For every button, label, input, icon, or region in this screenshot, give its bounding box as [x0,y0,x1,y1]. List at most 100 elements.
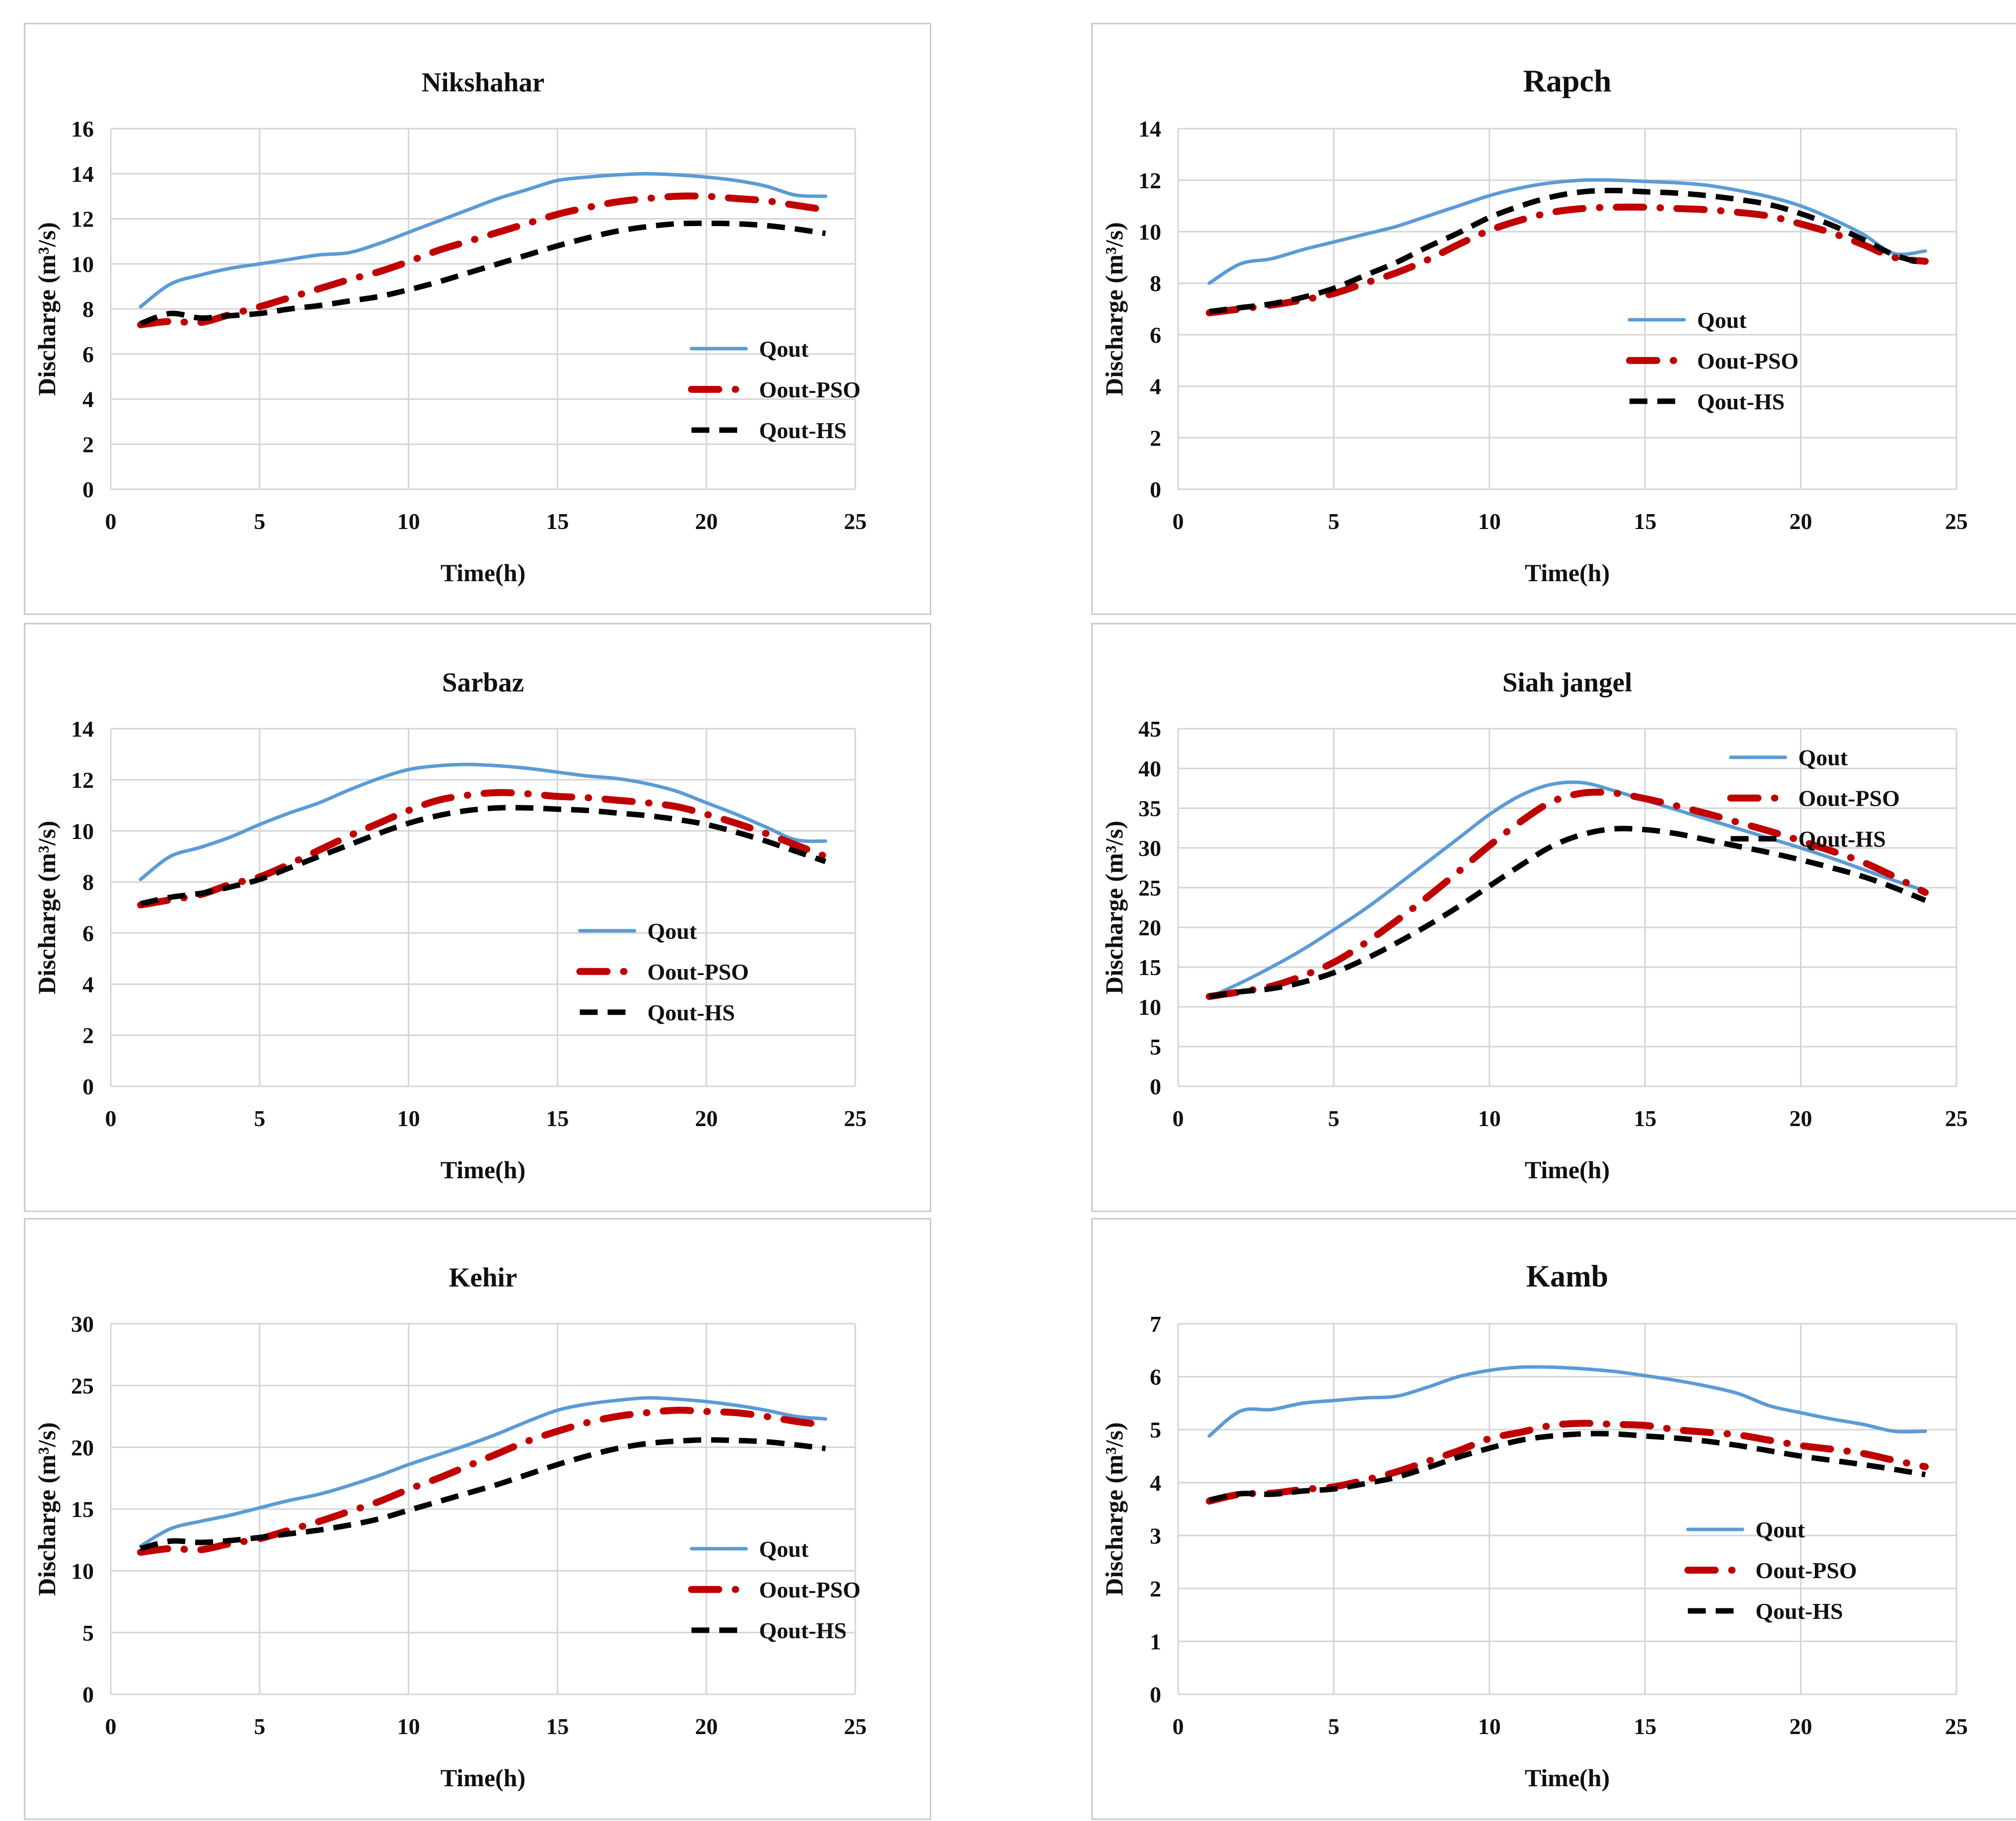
legend-label: Qout [1755,1517,1805,1542]
legend: Qout Oout-PSO Qout-HS [688,336,861,443]
legend-item-qout: Qout [689,336,809,362]
y-axis-title: Discharge (m³/s) [33,222,61,396]
gridlines [110,1323,856,1695]
series-qout-line [1207,780,1927,999]
y-tick-label: 40 [1138,756,1161,781]
series-qout-hs-line [140,1437,826,1551]
chart-panel-kehir: 0 5 10 15 20 25 30 0 5 10 15 20 25 Kehir Time(h) Discha… [24,1218,931,1820]
gridlines [110,128,856,490]
y-tick-label: 12 [1138,168,1161,193]
series-oout-pso-line [137,1407,829,1556]
y-tick-label: 14 [71,716,94,742]
y-tick-label: 8 [82,297,94,322]
legend-item-qout-hs: Qout-HS [691,418,847,443]
x-tick-label: 5 [1328,509,1340,534]
y-axis-title: Discharge (m³/s) [1100,222,1128,396]
y-tick-label: 1 [1150,1629,1161,1655]
gridlines [1177,1323,1957,1695]
legend-item-qout: Qout [689,1536,809,1562]
y-tick-label: 4 [82,387,94,412]
legend-label: Qout-HS [1697,389,1785,414]
legend-item-qout-hs: Qout-HS [1730,827,1886,852]
x-tick-label: 0 [105,1714,117,1739]
chart-panel-nikshahar: 0 2 4 6 8 10 12 14 16 0 5 10 15 20 25 Nikshahar Time(h) D… [24,23,931,615]
y-tick-label: 25 [71,1373,94,1398]
y-tick-label: 14 [1138,116,1161,142]
legend-item-qout: Qout [1628,307,1747,333]
x-tick-label: 20 [1790,1714,1812,1739]
y-tick-label: 0 [82,477,94,502]
series-qout-line [139,762,827,881]
legend-item-qout: Qout [578,918,697,944]
y-tick-label: 4 [1150,1470,1161,1496]
x-tick-label: 10 [397,1714,420,1739]
y-tick-label: 6 [1150,322,1161,348]
x-tick-label: 25 [844,1106,867,1131]
chart-sarbaz-canvas: 0 2 4 6 8 10 12 14 0 5 10 15 20 25 Sarbaz Time(h) Discha… [33,667,867,1184]
series-oout-pso-line [137,192,829,328]
y-tick-label: 10 [71,1558,94,1584]
legend-item-oout-pso: Oout-PSO [1727,786,1900,811]
y-tick-label: 10 [1138,994,1161,1020]
legend-label: Qout [759,1536,809,1562]
y-tick-label: 35 [1138,796,1161,821]
chart-panel-sarbaz: 0 2 4 6 8 10 12 14 0 5 10 15 20 25 Sarbaz Time(h) Discha… [24,623,931,1212]
y-tick-label: 6 [82,342,94,367]
series-qout-line [139,172,827,308]
legend-label: Oout-PSO [759,1577,860,1602]
x-axis-title: Time(h) [1525,1156,1610,1184]
x-tick-label: 25 [844,509,867,534]
x-tick-label: 5 [254,509,265,534]
y-tick-label: 0 [1150,1074,1161,1099]
chart-title: Kamb [1526,1260,1608,1293]
y-tick-label: 2 [1150,425,1161,451]
x-tick-label: 5 [254,1106,265,1131]
legend-item-qout-hs: Qout-HS [1629,389,1785,414]
y-tick-label: 7 [1150,1311,1161,1337]
x-tick-label: 0 [105,509,117,534]
y-tick-label: 6 [1150,1365,1161,1390]
x-tick-label: 20 [695,1106,718,1131]
x-axis-title: Time(h) [441,1156,525,1184]
series-oout-pso-line [1205,788,1929,1000]
series-qout-hs-line [1208,826,1927,999]
y-axis-title: Discharge (m³/s) [33,821,61,994]
x-tick-label: 25 [1945,509,1968,534]
series-qout-hs-line [1208,1431,1926,1503]
x-axis-title: Time(h) [441,559,525,587]
legend-label: Qout [1798,745,1848,770]
legend-item-qout: Qout [1686,1517,1805,1542]
x-tick-label: 10 [397,1106,420,1131]
y-tick-label: 2 [82,1023,94,1048]
y-tick-label: 0 [82,1682,94,1707]
chart-siah-jangel-canvas: 0 5 10 15 20 25 30 35 40 45 0 5 10 15 20 25 Siah jangel T… [1100,667,1968,1184]
y-tick-label: 0 [1150,477,1161,502]
series-qout-hs-line [140,221,826,326]
x-tick-label: 25 [1945,1106,1968,1131]
legend: Qout Oout-PSO Qout-HS [576,918,749,1025]
y-axis-title: Discharge (m³/s) [1100,821,1128,994]
chart-title: Nikshahar [422,67,545,97]
legend-item-qout: Qout [1729,745,1848,770]
legend-label: Oout-PSO [759,377,860,402]
series-oout-pso-line [1205,203,1929,316]
legend-item-oout-pso: Oout-PSO [688,1577,861,1602]
legend-label: Oout-PSO [1697,348,1798,374]
x-tick-label: 5 [254,1714,265,1739]
chart-kamb-canvas: 0 1 2 3 4 5 6 7 0 5 10 15 20 25 Kamb Time(h) Discharge (… [1100,1260,1968,1792]
y-tick-label: 30 [1138,835,1161,861]
x-tick-label: 15 [546,1106,569,1131]
chart-nikshahar-canvas: 0 2 4 6 8 10 12 14 16 0 5 10 15 20 25 Nikshahar Time(h) D… [33,67,867,587]
y-tick-label: 3 [1150,1523,1161,1548]
y-tick-label: 14 [71,161,94,187]
x-tick-label: 15 [546,509,569,534]
series-qout-line [1207,178,1927,285]
legend: Qout Oout-PSO Qout-HS [1626,307,1798,414]
y-tick-label: 45 [1138,716,1161,742]
y-tick-label: 20 [71,1435,94,1460]
legend-label: Qout-HS [1798,827,1886,852]
x-tick-label: 25 [1945,1714,1968,1739]
y-tick-label: 15 [71,1497,94,1522]
y-tick-label: 8 [82,870,94,895]
x-tick-label: 0 [1173,1106,1184,1131]
